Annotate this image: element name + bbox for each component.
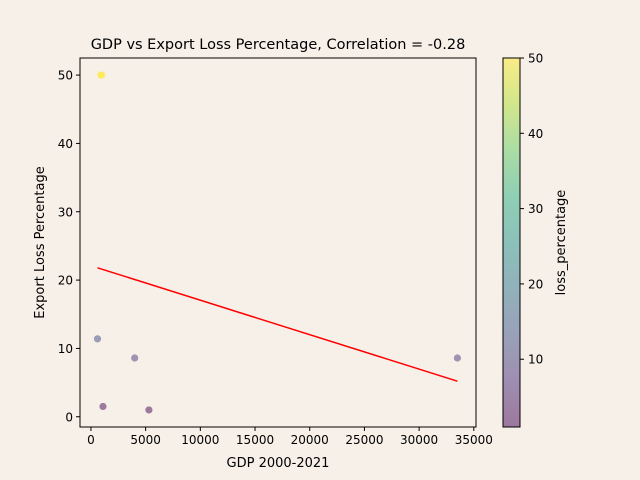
- y-axis: 0 10 20 30 40 50: [58, 69, 80, 424]
- colorbar-tick-label: 40: [528, 127, 543, 141]
- scatter-point-3: [93, 335, 102, 343]
- y-tick-label: 30: [58, 205, 73, 219]
- axes-frame: [79, 57, 477, 428]
- colorbar-tick-label: 20: [528, 277, 543, 291]
- colorbar-tick-label: 30: [528, 202, 543, 216]
- y-axis-label: Export Loss Percentage: [33, 166, 48, 318]
- chart-title: GDP vs Export Loss Percentage, Correlati…: [91, 37, 466, 53]
- x-tick-label: 0: [87, 433, 95, 447]
- scatter-point-6: [99, 402, 107, 411]
- scatter-point-4: [131, 354, 139, 362]
- y-tick-label: 10: [58, 342, 73, 356]
- x-tick-label: 35000: [455, 433, 493, 447]
- x-tick-label: 30000: [400, 433, 438, 447]
- x-tick-label: 15000: [236, 433, 274, 447]
- x-axis: 0 5000 10000 15000 20000 25000 30000 35000: [87, 427, 493, 447]
- points-layer: [93, 71, 462, 414]
- y-tick-label: 50: [58, 69, 73, 83]
- colorbar-ticks: 10 20 30 40 50: [520, 52, 543, 367]
- colorbar-label: loss_percentage: [554, 190, 569, 296]
- x-tick-label: 10000: [181, 433, 219, 447]
- x-tick-label: 20000: [291, 433, 329, 447]
- scatter-point-2: [98, 71, 106, 79]
- y-tick-label: 20: [58, 274, 73, 288]
- plot-area: [80, 58, 476, 427]
- colorbar-gradient: [503, 58, 520, 427]
- x-tick-label: 5000: [130, 433, 161, 447]
- colorbar-frame: [502, 57, 521, 428]
- y-tick-label: 40: [58, 137, 73, 151]
- x-axis-label: GDP 2000-2021: [227, 456, 330, 471]
- colorbar-tick-label: 50: [528, 52, 543, 66]
- trend-layer: [97, 267, 458, 382]
- y-tick-label: 0: [65, 410, 73, 424]
- scatter-point-7: [145, 406, 153, 414]
- scatter-point-5: [453, 354, 462, 362]
- trend-line: [97, 267, 458, 382]
- colorbar-tick-label: 10: [528, 353, 543, 367]
- x-tick-label: 25000: [345, 433, 383, 447]
